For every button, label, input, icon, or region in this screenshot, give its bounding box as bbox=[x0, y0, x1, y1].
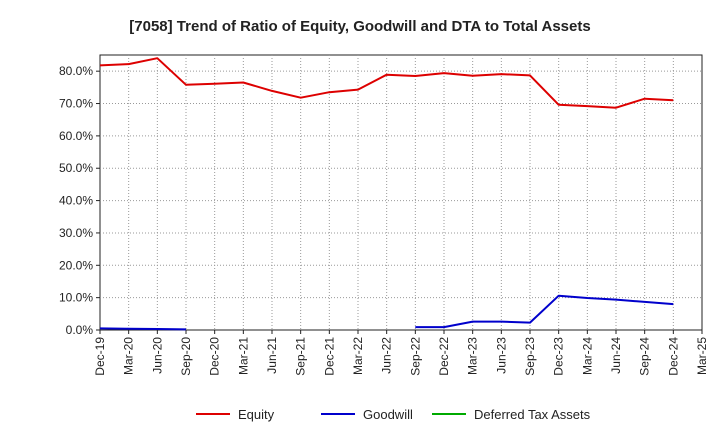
x-tick-label: Sep-22 bbox=[408, 337, 422, 376]
x-tick-label: Jun-23 bbox=[494, 337, 508, 374]
legend-label-equity: Equity bbox=[238, 407, 275, 422]
x-tick-label: Jun-20 bbox=[150, 337, 164, 374]
x-tick-label: Dec-20 bbox=[208, 337, 222, 376]
x-tick-label: Mar-20 bbox=[122, 337, 136, 375]
y-tick-label: 40.0% bbox=[59, 194, 93, 208]
goodwill-line bbox=[99, 327, 187, 331]
x-tick-label: Mar-21 bbox=[236, 337, 250, 375]
legend: Equity Goodwill Deferred Tax Assets bbox=[196, 407, 591, 422]
x-tick-label: Jun-24 bbox=[609, 337, 623, 374]
x-tick-label: Jun-22 bbox=[380, 337, 394, 374]
x-tick-label: Mar-24 bbox=[580, 337, 594, 375]
y-tick-label: 60.0% bbox=[59, 129, 93, 143]
x-axis: Dec-19 Mar-20 Jun-20 Sep-20 Dec-20 Mar-21 Jun-… bbox=[93, 330, 709, 376]
x-tick-label: Jun-21 bbox=[265, 337, 279, 374]
x-tick-label: Mar-25 bbox=[695, 337, 709, 375]
x-tick-label: Dec-22 bbox=[437, 337, 451, 376]
goodwill-line bbox=[415, 294, 674, 329]
y-tick-label: 80.0% bbox=[59, 64, 93, 78]
x-tick-label: Dec-23 bbox=[552, 337, 566, 376]
x-tick-label: Sep-21 bbox=[294, 337, 308, 376]
x-tick-label: Dec-24 bbox=[666, 337, 680, 376]
y-tick-label: 20.0% bbox=[59, 258, 93, 272]
y-tick-label: 0.0% bbox=[66, 323, 94, 337]
y-axis: 0.0% 10.0% 20.0% 30.0% 40.0% 50.0% 60.0% 70.0% 8… bbox=[59, 64, 100, 337]
y-tick-label: 50.0% bbox=[59, 161, 93, 175]
legend-label-goodwill: Goodwill bbox=[363, 407, 413, 422]
x-tick-label: Mar-22 bbox=[351, 337, 365, 375]
y-tick-label: 30.0% bbox=[59, 226, 93, 240]
x-tick-label: Sep-20 bbox=[179, 337, 193, 376]
series-lines bbox=[99, 57, 674, 331]
plot-area bbox=[99, 54, 703, 331]
equity-line bbox=[99, 57, 674, 109]
x-tick-label: Sep-23 bbox=[523, 337, 537, 376]
x-tick-label: Sep-24 bbox=[638, 337, 652, 376]
grid-lines bbox=[100, 55, 702, 330]
x-tick-label: Mar-23 bbox=[466, 337, 480, 375]
x-tick-label: Dec-21 bbox=[322, 337, 336, 376]
x-tick-label: Dec-19 bbox=[93, 337, 107, 376]
y-tick-label: 70.0% bbox=[59, 97, 93, 111]
legend-label-deferred-tax-assets: Deferred Tax Assets bbox=[474, 407, 591, 422]
y-tick-label: 10.0% bbox=[59, 291, 93, 305]
chart-title: [7058] Trend of Ratio of Equity, Goodwil… bbox=[129, 18, 590, 35]
